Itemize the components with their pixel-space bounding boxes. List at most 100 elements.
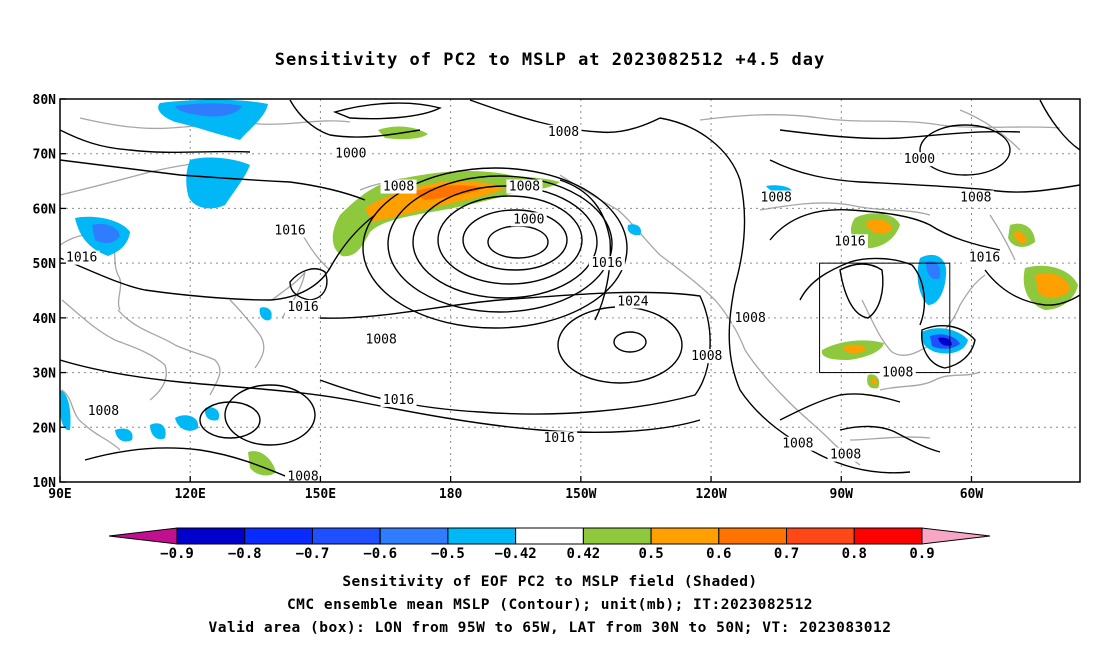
colorbar-segment	[447, 527, 517, 545]
lon-tick-label: 90E	[48, 487, 71, 502]
colorbar-label: 0.8	[842, 546, 867, 562]
lon-tick-label: 150W	[565, 487, 596, 502]
contour-label: 1016	[383, 393, 414, 408]
caption-shaded: Sensitivity of EOF PC2 to MSLP field (Sh…	[342, 574, 758, 590]
contour-label: 1016	[591, 256, 622, 271]
lat-tick-label: 60N	[33, 202, 57, 217]
contour-label-bg	[879, 365, 916, 380]
contour-label-bg	[380, 392, 417, 407]
contour-label-bg	[506, 179, 543, 194]
caption-contour: CMC ensemble mean MSLP (Contour); unit(m…	[286, 597, 814, 613]
contour-labels: 1000 1000 1000 1008 1008 1008 1008 1008 1008 1008…	[63, 124, 1003, 485]
contour-label: 1008	[960, 190, 991, 205]
contour-label: 1016	[274, 223, 305, 238]
contour-label-bg	[588, 256, 625, 271]
contour-label-bg	[510, 212, 547, 227]
contour-label-bg	[545, 124, 582, 139]
contour-label: 1024	[617, 294, 648, 309]
contour-label: 1008	[882, 366, 913, 381]
chart-title: Sensitivity of PC2 to MSLP at 2023082512…	[274, 50, 826, 70]
contour-label-bg	[380, 179, 417, 194]
colorbar-label: 0.6	[706, 546, 731, 562]
colorbar-segment	[718, 527, 788, 545]
contour-label-bg	[966, 250, 1003, 265]
contour-label-bg	[285, 299, 322, 314]
contour-label-bg	[363, 332, 400, 347]
lat-tick-label: 50N	[33, 257, 57, 272]
colorbar-segment	[853, 527, 923, 545]
colorbar-label: −0.7	[296, 546, 330, 562]
contour-label: 1008	[287, 470, 318, 485]
contour-label-bg	[827, 447, 864, 462]
contour-label-bg	[85, 403, 122, 418]
contour-label: 1016	[287, 300, 318, 315]
contour-label: 1008	[366, 333, 397, 348]
contour-label: 1008	[548, 125, 579, 140]
colorbar-label: 0.7	[774, 546, 799, 562]
contour-label-bg	[614, 294, 651, 309]
colorbar-label: −0.5	[431, 546, 465, 562]
contour-label: 1016	[969, 251, 1000, 266]
contour-label-bg	[541, 431, 578, 446]
colorbar-segment	[379, 527, 449, 545]
contour-label: 1008	[88, 404, 119, 419]
contour-label-bg	[957, 190, 994, 205]
contour-label: 1008	[691, 349, 722, 364]
colorbar-segment	[582, 527, 652, 545]
contour-label-bg	[272, 223, 309, 238]
lat-tick-label: 80N	[33, 93, 57, 108]
mslp-contours	[60, 99, 1080, 482]
contour-label: 1008	[509, 180, 540, 195]
contour-label: 1008	[761, 190, 792, 205]
lon-tick-label: 150E	[305, 487, 336, 502]
contour-label: 1008	[830, 448, 861, 463]
contour-label: 1016	[834, 234, 865, 249]
contour-label: 1008	[782, 437, 813, 452]
contour-label-bg	[758, 190, 795, 205]
contour-label: 1008	[383, 180, 414, 195]
contour-label-bg	[831, 234, 868, 249]
lat-tick-label: 30N	[33, 367, 57, 382]
plot-frame	[59, 98, 1081, 483]
contour-label-bg	[63, 250, 100, 265]
colorbar-segment	[786, 527, 855, 545]
contour-label: 1016	[66, 251, 97, 266]
colorbar-label: 0.9	[909, 546, 934, 562]
colorbar-segment	[244, 527, 313, 545]
colorbar-left-extension	[108, 527, 178, 545]
colorbar-right-extension	[921, 527, 991, 545]
lon-tick-label: 60W	[960, 487, 984, 502]
colorbar-label: 0.5	[638, 546, 663, 562]
colorbar: −0.9 −0.8 −0.7 −0.6 −0.5 −0.42 0.42 0.5 0.6 0.7 0.…	[108, 527, 991, 562]
colorbar-label: −0.8	[228, 546, 262, 562]
lat-tick-label: 70N	[33, 148, 57, 163]
contour-label: 1000	[513, 212, 544, 227]
colorbar-segment	[515, 527, 584, 545]
contour-label-bg	[285, 469, 322, 482]
lat-tick-label: 40N	[33, 312, 57, 327]
contour-label: 1016	[543, 431, 574, 446]
lat-tick-label: 10N	[33, 476, 57, 491]
colorbar-label: −0.9	[160, 546, 194, 562]
lat-tick-label: 20N	[33, 421, 57, 436]
contour-label: 1000	[335, 147, 366, 162]
lon-tick-label: 180	[439, 487, 463, 502]
contour-label-bg	[688, 349, 725, 364]
contour-label-bg	[732, 310, 769, 325]
lon-tick-label: 120W	[695, 487, 726, 502]
colorbar-label: −0.6	[363, 546, 397, 562]
caption-valid-area: Valid area (box): LON from 95W to 65W, L…	[208, 620, 892, 636]
contour-label: 1000	[904, 152, 935, 167]
lon-tick-label: 120E	[175, 487, 206, 502]
colorbar-segment	[311, 527, 381, 545]
colorbar-segment	[176, 527, 246, 545]
contour-label: 1008	[734, 311, 765, 326]
lon-tick-label: 90W	[830, 487, 854, 502]
colorbar-label: 0.42	[567, 546, 601, 562]
contour-label-bg	[332, 146, 369, 161]
contour-label-bg	[779, 436, 816, 451]
colorbar-label: −0.42	[495, 546, 537, 562]
contour-label-bg	[901, 152, 938, 167]
